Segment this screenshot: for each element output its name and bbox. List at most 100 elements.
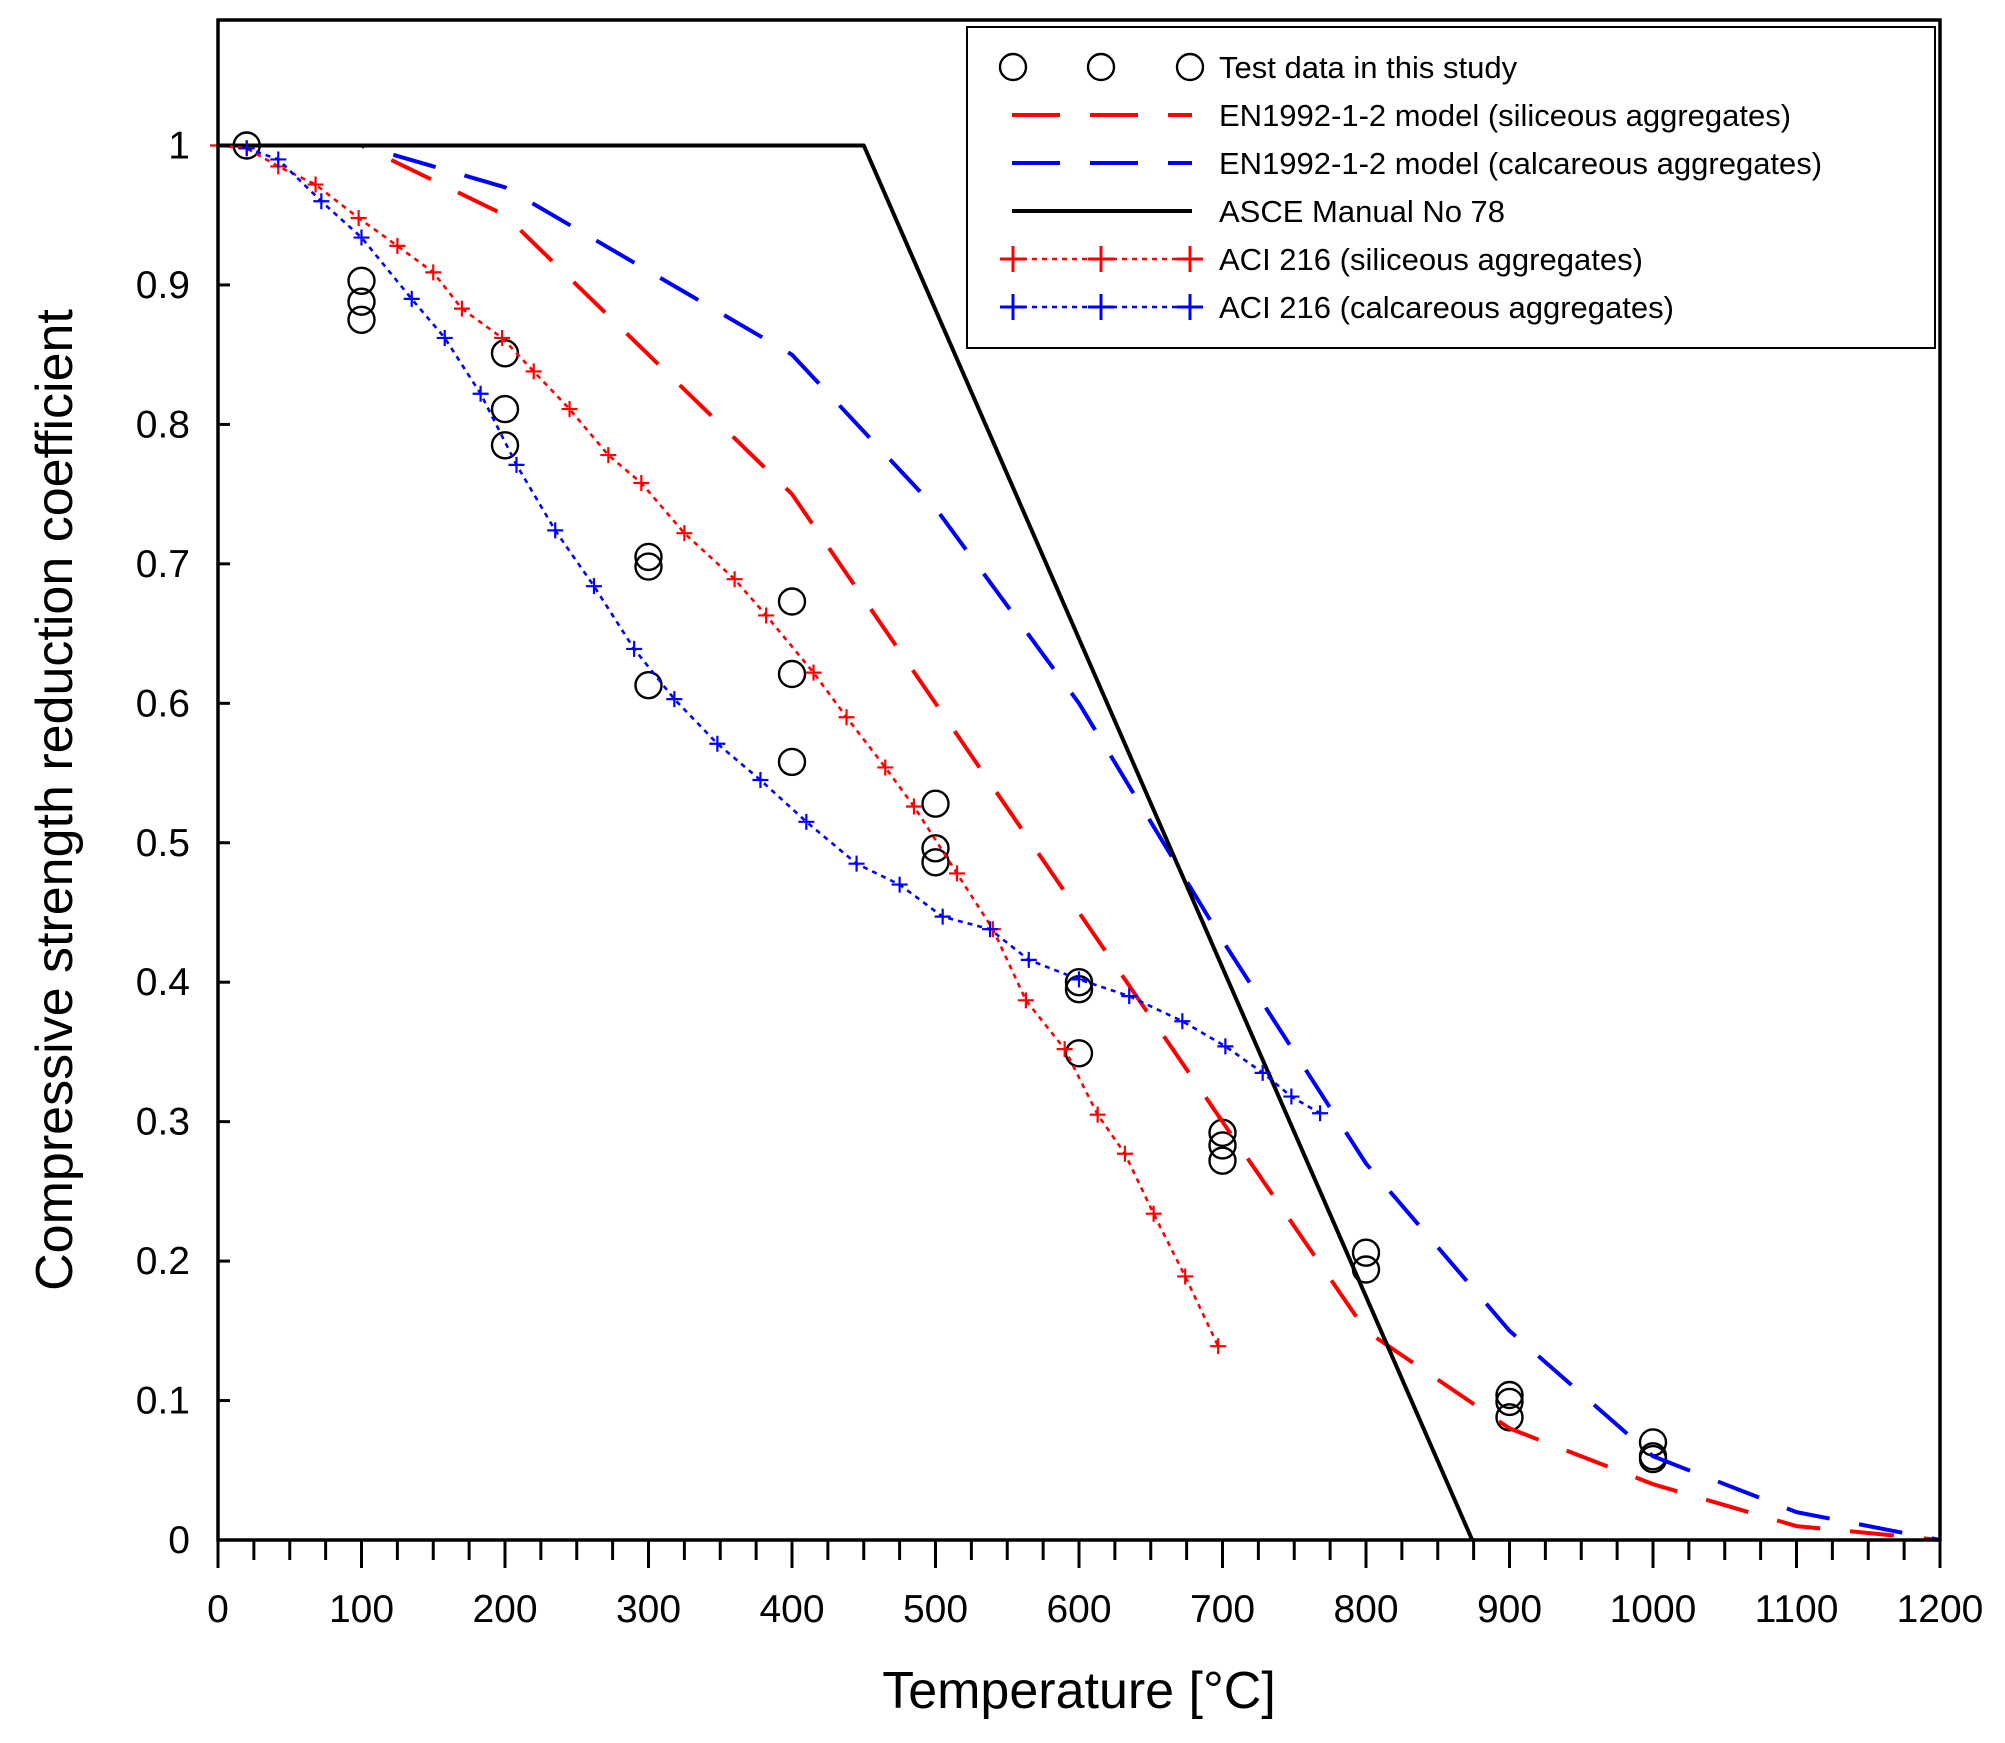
y-tick-label: 0.6 bbox=[136, 682, 190, 725]
series-line-asce-manual-no-78 bbox=[218, 143, 1475, 1541]
legend-swatch-marker bbox=[1000, 246, 1026, 272]
y-tick-label: 0.3 bbox=[136, 1101, 190, 1144]
data-point-aci-216-calcareous-aggregates bbox=[1283, 1088, 1300, 1105]
series-line-en1992-1-2-model-calcareous-aggregates bbox=[246, 143, 1941, 1542]
data-point-aci-216-siliceous-aggregates bbox=[425, 264, 442, 281]
data-point-aci-216-calcareous-aggregates bbox=[353, 229, 370, 246]
y-tick-label: 1 bbox=[168, 125, 190, 168]
data-point-aci-216-siliceous-aggregates bbox=[905, 798, 922, 815]
data-point-aci-216-siliceous-aggregates bbox=[350, 210, 367, 227]
x-tick-label: 800 bbox=[1333, 1588, 1398, 1631]
y-tick-label: 0.4 bbox=[136, 961, 190, 1004]
data-point-test-data bbox=[1638, 1444, 1668, 1474]
data-point-test-data bbox=[1351, 1238, 1381, 1267]
data-point-aci-216-siliceous-aggregates bbox=[453, 300, 470, 317]
legend-label: EN1992-1-2 model (calcareous aggregates) bbox=[1219, 146, 1822, 181]
y-tick-label: 0.8 bbox=[136, 403, 190, 446]
legend-label: Test data in this study bbox=[1219, 50, 1518, 85]
y-tick-label: 0.1 bbox=[136, 1380, 190, 1423]
data-point-test-data bbox=[1495, 1387, 1524, 1417]
data-point-aci-216-calcareous-aggregates bbox=[626, 640, 643, 657]
series-line-aci-216-calcareous-aggregates bbox=[246, 147, 1321, 1115]
legend-swatch-marker bbox=[1175, 52, 1205, 82]
data-point-aci-216-siliceous-aggregates bbox=[726, 571, 743, 588]
data-point-aci-216-siliceous-aggregates bbox=[600, 447, 617, 464]
data-point-aci-216-siliceous-aggregates bbox=[1116, 1145, 1133, 1162]
data-point-aci-216-siliceous-aggregates bbox=[1089, 1106, 1106, 1123]
data-point-aci-216-siliceous-aggregates bbox=[1056, 1041, 1073, 1058]
data-point-aci-216-siliceous-aggregates bbox=[676, 525, 693, 542]
series-line-aci-216-siliceous-aggregates bbox=[217, 144, 1220, 1347]
data-point-test-data bbox=[777, 659, 807, 689]
data-point-test-data bbox=[1208, 1131, 1237, 1160]
data-point-test-data bbox=[347, 266, 376, 295]
data-point-test-data bbox=[347, 287, 376, 316]
data-point-test-data bbox=[1495, 1380, 1524, 1410]
legend: Test data in this study EN1992-1-2 model … bbox=[966, 26, 1936, 349]
data-point-test-data bbox=[347, 305, 376, 334]
plot-series bbox=[210, 131, 1941, 1542]
data-point-aci-216-siliceous-aggregates bbox=[805, 664, 822, 681]
data-point-test-data bbox=[634, 671, 663, 700]
data-point-aci-216-siliceous-aggregates bbox=[1210, 1338, 1227, 1355]
data-point-aci-216-siliceous-aggregates bbox=[877, 759, 894, 776]
x-tick-label: 900 bbox=[1477, 1588, 1542, 1631]
y-tick-label: 0.9 bbox=[136, 264, 190, 307]
legend-box bbox=[966, 26, 1936, 349]
x-tick-label: 0 bbox=[207, 1588, 229, 1631]
data-point-aci-216-siliceous-aggregates bbox=[949, 865, 966, 882]
data-point-aci-216-calcareous-aggregates bbox=[752, 772, 769, 788]
data-point-aci-216-calcareous-aggregates bbox=[982, 921, 999, 938]
data-point-aci-216-calcareous-aggregates bbox=[1254, 1064, 1271, 1081]
data-point-aci-216-calcareous-aggregates bbox=[547, 522, 564, 539]
x-tick-label: 300 bbox=[616, 1588, 681, 1631]
data-point-aci-216-siliceous-aggregates bbox=[1145, 1205, 1162, 1222]
legend-swatch-marker bbox=[1088, 246, 1114, 272]
legend-label: ASCE Manual No 78 bbox=[1219, 194, 1505, 229]
data-point-aci-216-calcareous-aggregates bbox=[1071, 971, 1087, 988]
data-point-test-data bbox=[1064, 968, 1094, 997]
data-point-aci-216-calcareous-aggregates bbox=[848, 855, 865, 872]
x-tick-label: 700 bbox=[1190, 1588, 1255, 1631]
x-tick-label: 600 bbox=[1046, 1588, 1111, 1631]
data-point-aci-216-siliceous-aggregates bbox=[758, 607, 775, 624]
data-point-aci-216-calcareous-aggregates bbox=[313, 193, 330, 210]
legend-swatch-marker bbox=[1088, 294, 1114, 320]
data-point-aci-216-calcareous-aggregates bbox=[1312, 1105, 1329, 1122]
data-point-aci-216-calcareous-aggregates bbox=[1020, 951, 1037, 968]
x-tick-label: 400 bbox=[759, 1588, 824, 1631]
data-point-aci-216-calcareous-aggregates bbox=[1121, 988, 1138, 1005]
data-point-test-data bbox=[921, 789, 950, 818]
data-point-aci-216-calcareous-aggregates bbox=[508, 456, 525, 473]
data-point-test-data bbox=[490, 431, 520, 460]
data-point-aci-216-siliceous-aggregates bbox=[494, 329, 511, 346]
data-point-aci-216-calcareous-aggregates bbox=[666, 691, 683, 708]
x-axis-label: Temperature [°C] bbox=[882, 1662, 1276, 1720]
y-axis-label: Compressive strength reduction coefficie… bbox=[26, 309, 84, 1291]
data-point-aci-216-calcareous-aggregates bbox=[585, 578, 602, 595]
y-tick-label: 0.2 bbox=[136, 1240, 190, 1283]
data-point-aci-216-calcareous-aggregates bbox=[798, 813, 815, 830]
legend-label: ACI 216 (siliceous aggregates) bbox=[1219, 242, 1643, 277]
legend-swatch-marker bbox=[998, 52, 1028, 82]
y-tick-label: 0 bbox=[168, 1519, 190, 1562]
data-point-aci-216-calcareous-aggregates bbox=[238, 140, 255, 157]
data-point-aci-216-siliceous-aggregates bbox=[838, 709, 855, 726]
data-point-test-data bbox=[777, 747, 807, 777]
data-point-aci-216-siliceous-aggregates bbox=[389, 237, 406, 254]
data-point-aci-216-calcareous-aggregates bbox=[891, 876, 908, 893]
y-tick-label: 0.5 bbox=[136, 822, 190, 865]
axis-ticks: 0 100 200 300 400 500 600 700 800 900 1000 1100 1200… bbox=[136, 125, 1984, 1631]
data-point-aci-216-calcareous-aggregates bbox=[403, 290, 420, 307]
data-point-test-data bbox=[490, 394, 520, 424]
data-point-aci-216-calcareous-aggregates bbox=[472, 385, 489, 402]
data-point-aci-216-siliceous-aggregates bbox=[1177, 1268, 1194, 1285]
x-tick-label: 1100 bbox=[1755, 1588, 1839, 1631]
x-tick-label: 100 bbox=[329, 1588, 394, 1631]
data-point-aci-216-siliceous-aggregates bbox=[633, 474, 650, 491]
legend-label: EN1992-1-2 model (siliceous aggregates) bbox=[1219, 98, 1791, 133]
data-point-test-data bbox=[634, 542, 663, 572]
legend-label: ACI 216 (calcareous aggregates) bbox=[1219, 290, 1674, 325]
